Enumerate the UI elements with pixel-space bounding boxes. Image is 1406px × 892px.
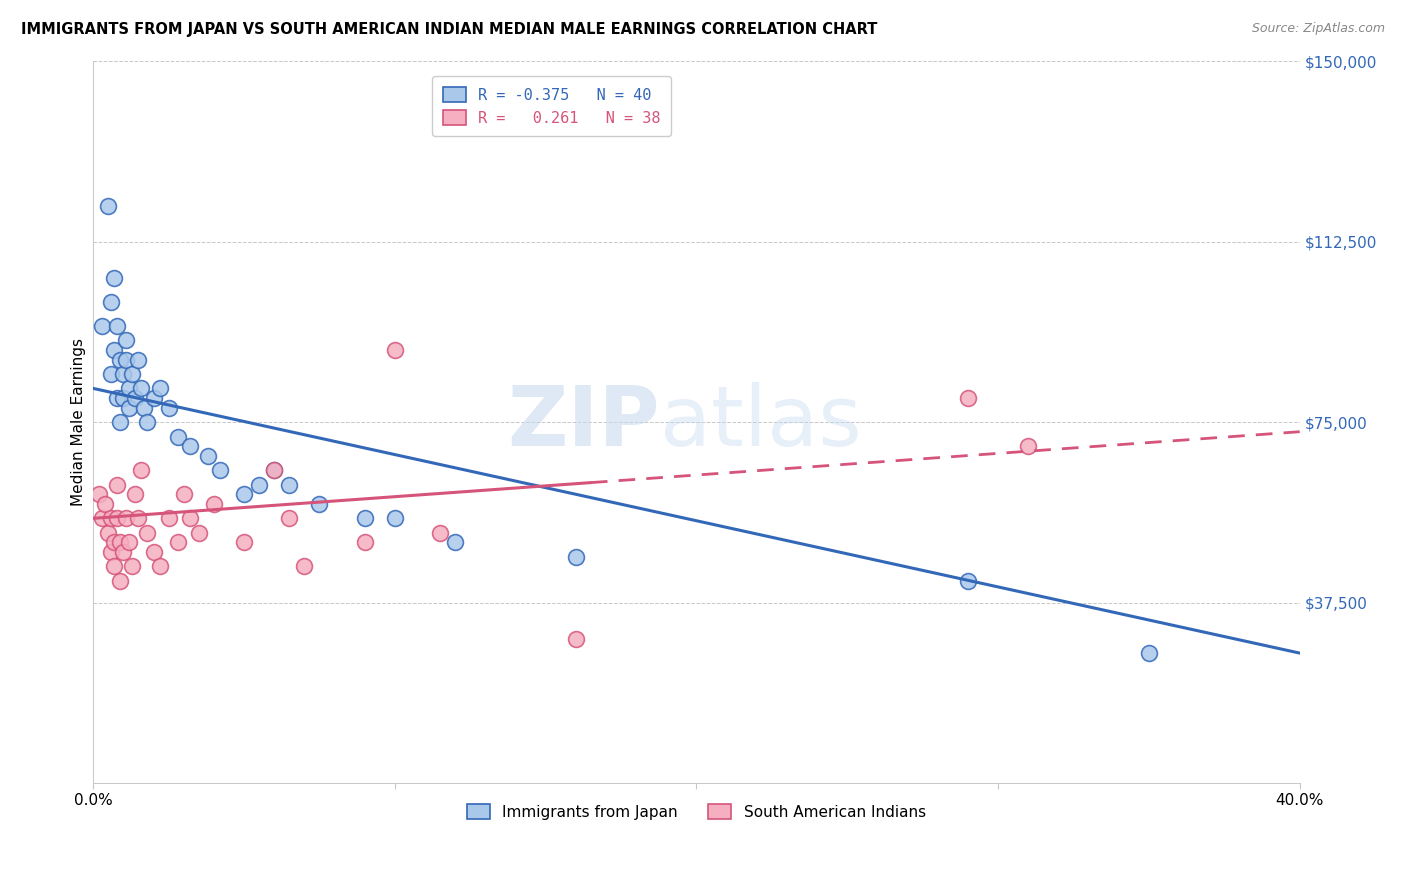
Point <box>157 511 180 525</box>
Point <box>112 545 135 559</box>
Point <box>429 525 451 540</box>
Point <box>197 449 219 463</box>
Legend: Immigrants from Japan, South American Indians: Immigrants from Japan, South American In… <box>461 797 932 826</box>
Point <box>444 535 467 549</box>
Point <box>105 318 128 333</box>
Point <box>166 429 188 443</box>
Point <box>187 525 209 540</box>
Point <box>100 545 122 559</box>
Point <box>131 463 153 477</box>
Point <box>110 574 132 588</box>
Point <box>115 511 138 525</box>
Point <box>91 511 114 525</box>
Point <box>278 511 301 525</box>
Point <box>94 497 117 511</box>
Point <box>384 343 406 357</box>
Point <box>166 535 188 549</box>
Point <box>134 401 156 415</box>
Point <box>103 535 125 549</box>
Point <box>112 367 135 381</box>
Point <box>121 559 143 574</box>
Point <box>97 525 120 540</box>
Point <box>565 632 588 646</box>
Text: IMMIGRANTS FROM JAPAN VS SOUTH AMERICAN INDIAN MEDIAN MALE EARNINGS CORRELATION : IMMIGRANTS FROM JAPAN VS SOUTH AMERICAN … <box>21 22 877 37</box>
Point <box>142 391 165 405</box>
Point <box>118 381 141 395</box>
Point <box>105 477 128 491</box>
Point <box>142 545 165 559</box>
Point <box>91 318 114 333</box>
Point <box>384 511 406 525</box>
Point <box>105 391 128 405</box>
Point <box>565 549 588 564</box>
Point <box>263 463 285 477</box>
Point <box>110 415 132 429</box>
Point <box>105 511 128 525</box>
Point <box>100 294 122 309</box>
Point <box>103 343 125 357</box>
Point <box>148 559 170 574</box>
Point <box>233 487 256 501</box>
Point <box>1137 646 1160 660</box>
Point <box>157 401 180 415</box>
Point <box>1017 439 1039 453</box>
Point <box>127 511 149 525</box>
Point <box>173 487 195 501</box>
Point <box>100 511 122 525</box>
Point <box>100 367 122 381</box>
Point <box>110 352 132 367</box>
Point <box>179 439 201 453</box>
Point <box>115 352 138 367</box>
Text: atlas: atlas <box>661 382 862 463</box>
Point <box>124 391 146 405</box>
Point <box>118 401 141 415</box>
Point <box>136 415 159 429</box>
Point <box>118 535 141 549</box>
Point <box>353 511 375 525</box>
Point <box>103 559 125 574</box>
Y-axis label: Median Male Earnings: Median Male Earnings <box>72 338 86 506</box>
Point <box>115 333 138 347</box>
Point <box>89 487 111 501</box>
Point <box>179 511 201 525</box>
Point <box>208 463 231 477</box>
Point <box>127 352 149 367</box>
Point <box>956 391 979 405</box>
Point <box>131 381 153 395</box>
Point <box>233 535 256 549</box>
Point <box>202 497 225 511</box>
Point <box>263 463 285 477</box>
Point <box>247 477 270 491</box>
Point <box>148 381 170 395</box>
Point <box>103 270 125 285</box>
Point <box>112 391 135 405</box>
Point <box>308 497 330 511</box>
Point <box>121 367 143 381</box>
Text: ZIP: ZIP <box>508 382 661 463</box>
Point <box>353 535 375 549</box>
Point <box>110 535 132 549</box>
Point <box>136 525 159 540</box>
Point <box>278 477 301 491</box>
Point <box>956 574 979 588</box>
Point <box>97 198 120 212</box>
Text: Source: ZipAtlas.com: Source: ZipAtlas.com <box>1251 22 1385 36</box>
Point <box>124 487 146 501</box>
Point <box>292 559 315 574</box>
